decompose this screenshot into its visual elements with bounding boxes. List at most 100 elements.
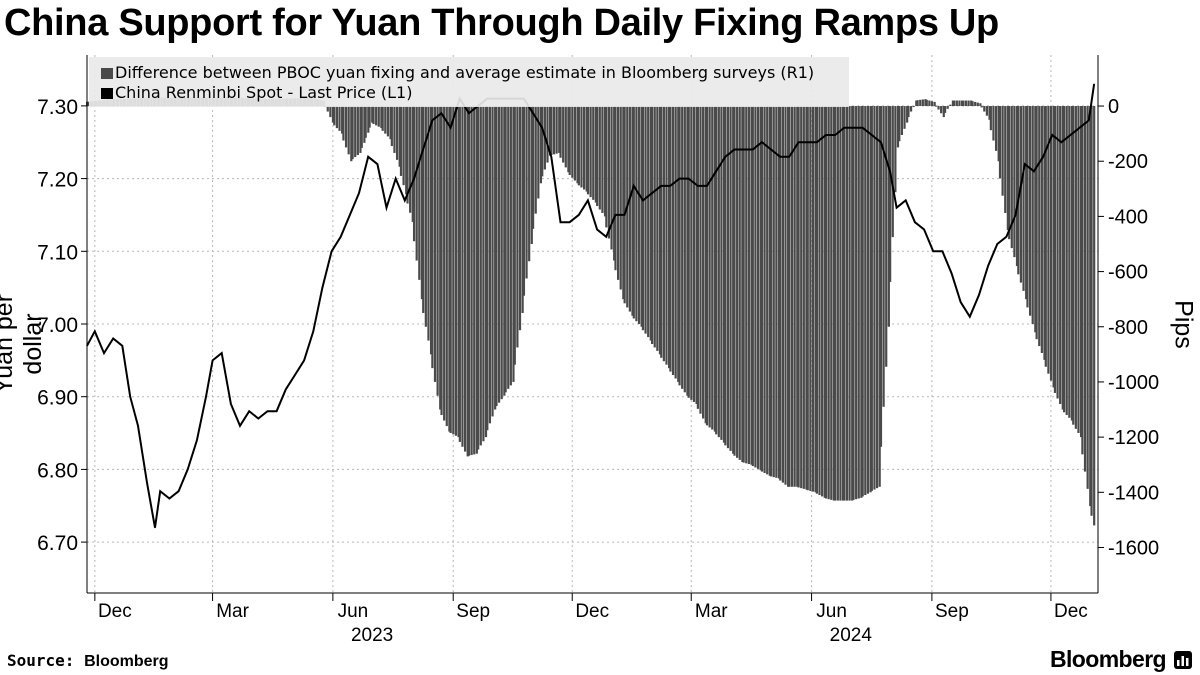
bar — [484, 106, 488, 438]
line-point — [154, 526, 156, 529]
line-point — [468, 112, 470, 114]
bar — [860, 106, 863, 498]
bar — [946, 106, 949, 109]
bar — [708, 106, 711, 428]
bar — [475, 106, 478, 454]
x-tick-label: Dec — [98, 601, 132, 622]
bar — [342, 106, 345, 141]
line-point — [706, 185, 708, 187]
line-point — [196, 439, 198, 441]
bar — [879, 106, 883, 447]
bar — [668, 106, 671, 369]
bar — [715, 106, 718, 435]
bar — [530, 106, 533, 244]
line-point — [825, 134, 827, 136]
line-point — [905, 199, 907, 202]
line-point — [987, 265, 989, 267]
bar — [399, 106, 403, 176]
bar — [720, 106, 723, 440]
bar — [559, 106, 562, 158]
bar — [393, 106, 396, 153]
bar — [550, 106, 553, 156]
x-tick-label: Mar — [695, 601, 728, 622]
bar — [1040, 106, 1043, 353]
x-tick-label: Mar — [216, 601, 249, 622]
line-point — [449, 127, 452, 129]
bar — [745, 106, 748, 464]
bar — [389, 106, 392, 140]
bar — [454, 106, 458, 436]
bar — [729, 106, 732, 451]
bar — [967, 100, 970, 107]
bar — [907, 106, 910, 118]
bar — [1019, 106, 1023, 283]
bar — [800, 106, 803, 489]
bar — [870, 106, 873, 491]
bar — [1081, 106, 1084, 455]
year-label: 2023 — [351, 625, 393, 646]
bar — [832, 106, 836, 501]
x-tick-label: Jun — [338, 601, 369, 622]
line-point — [996, 243, 998, 245]
bar — [494, 106, 497, 410]
source-note: Source: Bloomberg — [7, 651, 169, 671]
bar — [377, 106, 380, 127]
bar — [558, 106, 561, 153]
line-point — [1060, 141, 1062, 143]
bar — [1004, 106, 1007, 213]
line-point — [440, 112, 443, 114]
bar — [768, 106, 771, 476]
line-point — [221, 352, 223, 354]
bar — [940, 106, 943, 114]
line-point — [932, 250, 934, 252]
bar — [845, 106, 849, 501]
bar — [998, 106, 1002, 179]
bar — [617, 106, 620, 280]
bar — [964, 100, 968, 107]
bar — [518, 106, 522, 331]
bar — [750, 106, 753, 465]
bar — [699, 106, 702, 414]
line-point — [358, 192, 360, 194]
bar — [429, 106, 433, 355]
bar — [857, 106, 860, 499]
bar — [796, 106, 799, 487]
bar — [1031, 106, 1034, 325]
bar — [687, 106, 690, 398]
bar — [681, 106, 684, 389]
axes-layer: 7.30 7.20 7.10 7.00 6.90 6.80 6.70 Dec Mar Jun Sep… — [37, 55, 1159, 646]
line-point — [651, 192, 653, 194]
bar — [903, 106, 906, 129]
bar — [596, 106, 599, 207]
line-point — [1005, 236, 1008, 238]
line-point — [871, 134, 873, 136]
right-tick-label: -200 — [1108, 151, 1148, 173]
line-point — [724, 156, 726, 158]
bar — [983, 106, 986, 112]
bar — [955, 100, 958, 107]
line-point — [404, 199, 406, 202]
line-point — [94, 330, 96, 332]
bar — [1052, 106, 1055, 388]
bar — [784, 106, 787, 485]
bar — [528, 106, 531, 262]
bar — [976, 102, 979, 107]
left-tick-label: 6.70 — [37, 532, 78, 555]
line-point — [605, 236, 607, 238]
bar — [824, 106, 828, 499]
bar — [763, 106, 766, 473]
bar — [500, 106, 503, 400]
bar — [851, 106, 854, 501]
line-point — [177, 490, 180, 492]
bar — [622, 106, 625, 300]
bar — [605, 106, 608, 228]
bar — [754, 106, 757, 468]
bar — [548, 106, 552, 156]
bar — [1008, 106, 1011, 240]
bar — [424, 106, 427, 327]
line-point — [239, 425, 241, 427]
x-tick-label: Dec — [575, 601, 609, 622]
bar — [906, 106, 909, 123]
line-point — [895, 207, 898, 209]
bar — [1093, 106, 1096, 526]
